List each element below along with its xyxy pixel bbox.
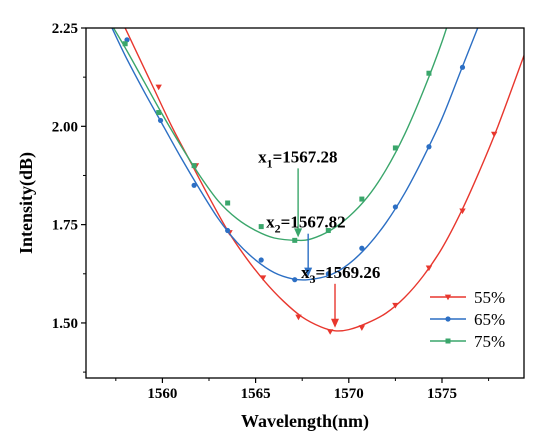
series-point	[490, 131, 498, 138]
minimum-annotation-1: x1=1567.28	[258, 147, 337, 170]
series-point	[292, 237, 298, 243]
series-point	[258, 257, 264, 263]
x-axis-label: Wavelength(nm)	[241, 411, 369, 432]
series-point	[157, 117, 164, 124]
x-tick-label: 1560	[147, 386, 177, 402]
legend-marker	[445, 338, 451, 344]
x-tick-label: 1575	[427, 386, 457, 402]
series-point	[191, 163, 197, 169]
series-point	[392, 145, 398, 151]
legend-label: 55%	[474, 288, 505, 307]
series-point	[359, 245, 365, 251]
y-tick-label: 2.00	[52, 119, 78, 135]
series-point	[426, 70, 432, 76]
legend-marker	[444, 294, 452, 301]
plot-frame	[85, 27, 525, 379]
series-line-65%	[111, 28, 479, 281]
x-tick-label: 1565	[241, 386, 271, 402]
minimum-annotation-2: x2=1567.82	[266, 213, 345, 236]
series-line-75%	[112, 28, 448, 242]
series-point	[295, 314, 302, 321]
legend: 55% 65% 75%	[430, 288, 505, 351]
series-point	[155, 84, 162, 91]
y-axis-label: Intensity(dB)	[16, 152, 37, 254]
legend-marker	[445, 316, 451, 322]
legend-label: 75%	[474, 332, 505, 351]
y-tick-label: 1.50	[52, 316, 78, 332]
series-point	[259, 275, 267, 281]
series-point	[292, 277, 298, 283]
series-point	[122, 41, 128, 47]
y-tick-label: 2.25	[52, 21, 78, 37]
x-tick-label: 1570	[334, 386, 364, 402]
series-point	[459, 208, 466, 215]
series-point	[359, 196, 365, 202]
series-point	[459, 64, 466, 70]
series-point	[326, 329, 334, 335]
series-point	[425, 265, 433, 272]
series-point	[325, 228, 331, 234]
series-point	[225, 200, 231, 206]
series-point	[358, 325, 366, 331]
series-point	[325, 271, 331, 277]
series-point	[191, 182, 197, 188]
series-point	[392, 302, 399, 309]
series-line-55%	[124, 28, 524, 332]
legend-label: 65%	[474, 310, 505, 329]
series-point	[258, 224, 264, 230]
series-point	[426, 144, 432, 150]
y-tick-label: 1.75	[52, 218, 78, 234]
series-point	[392, 204, 398, 210]
annotation-arrowhead	[304, 267, 313, 277]
series-point	[225, 227, 231, 234]
annotation-arrowhead	[294, 228, 303, 238]
series-point	[124, 37, 130, 43]
annotation-arrowhead	[331, 318, 340, 328]
series-point	[156, 110, 162, 116]
minimum-annotation-3: x3=1569.26	[301, 263, 380, 286]
